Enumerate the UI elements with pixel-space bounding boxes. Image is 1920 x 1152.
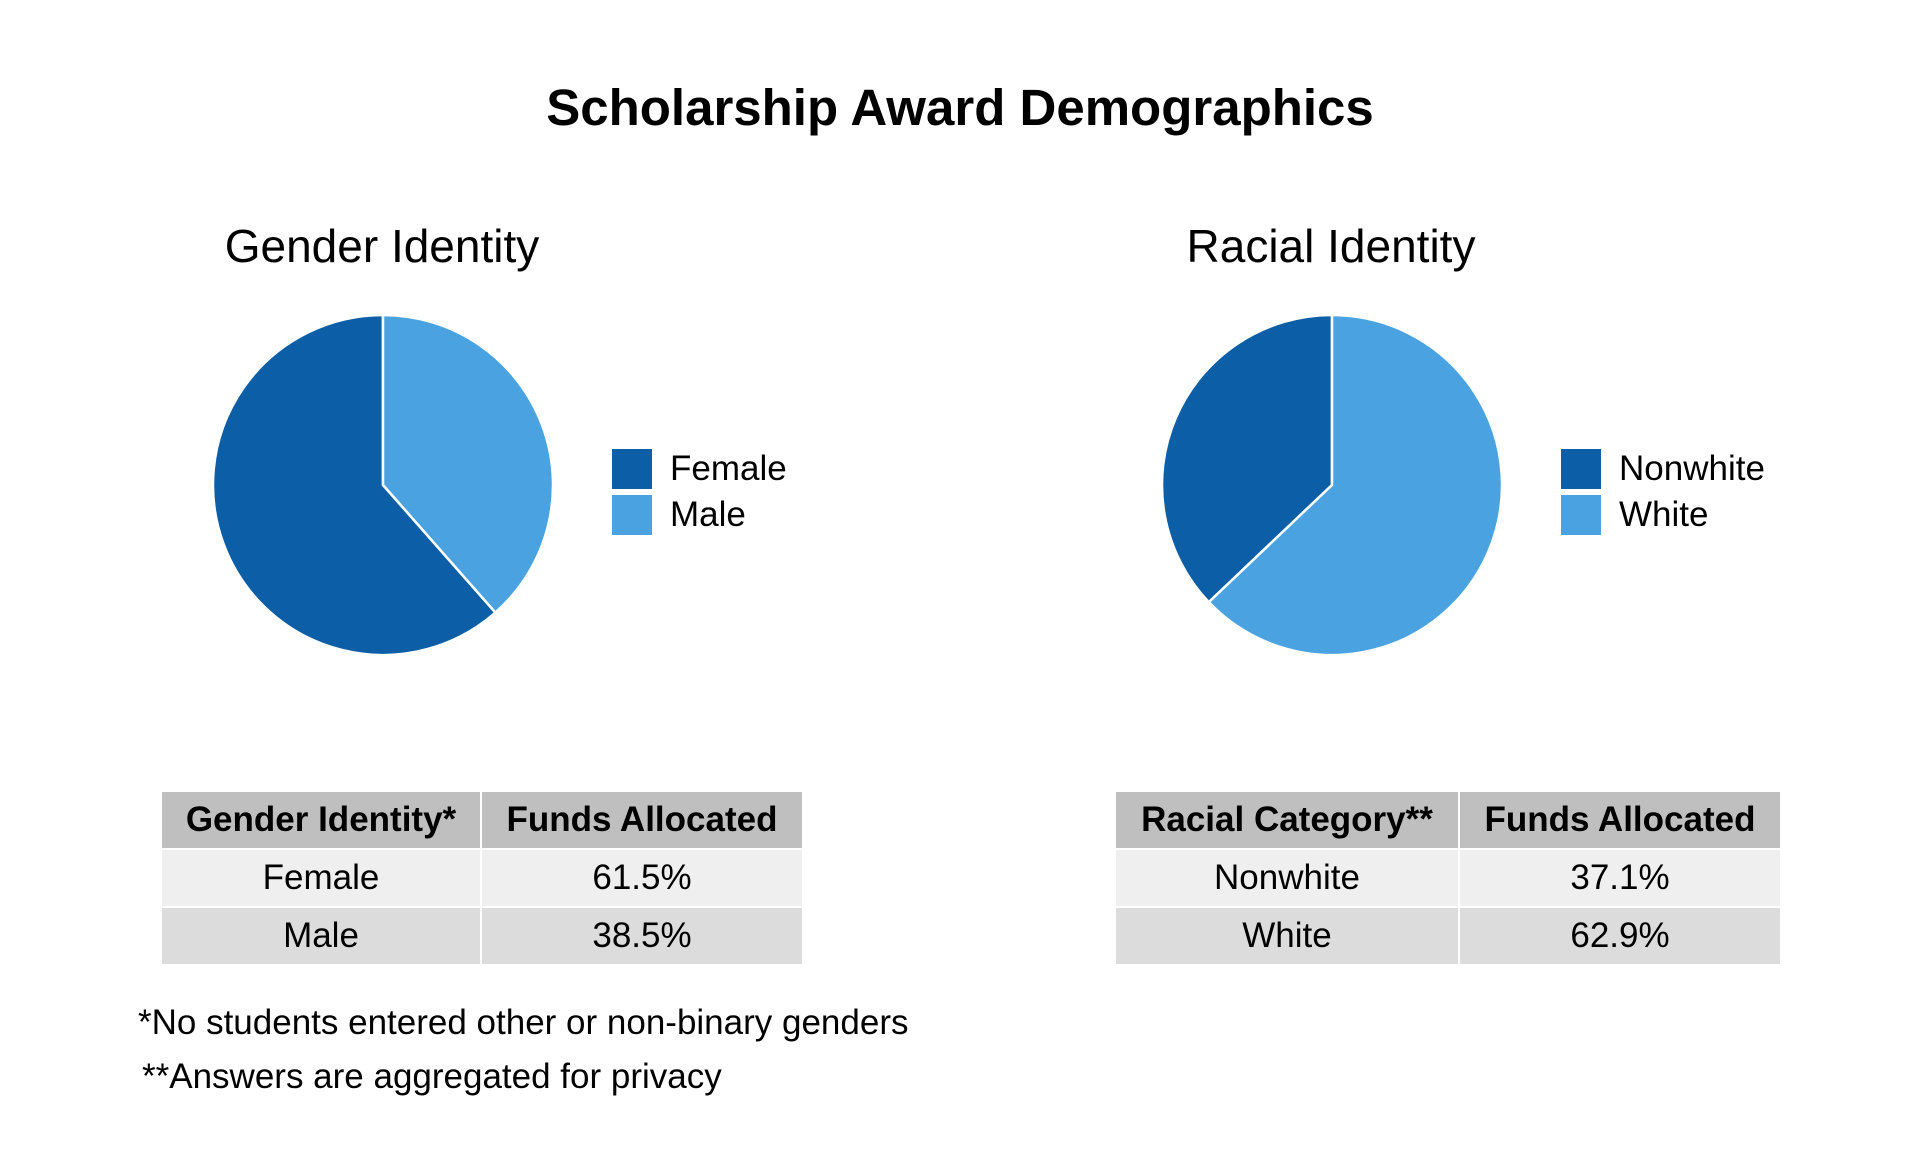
legend-swatch-white — [1561, 495, 1601, 535]
table-header-row: Racial Category** Funds Allocated — [1114, 790, 1782, 850]
pie-slice-female — [211, 313, 497, 657]
table-cell: Nonwhite — [1114, 848, 1460, 908]
legend-item-female: Female — [612, 446, 787, 492]
gender-chart-title: Gender Identity — [224, 220, 540, 272]
table-cell: 62.9% — [1458, 906, 1782, 966]
pie-slice-white — [1207, 313, 1504, 657]
race-pie-chart — [1160, 313, 1504, 657]
table-cell: Female — [160, 848, 482, 908]
table-row: Nonwhite 37.1% — [1114, 848, 1782, 908]
table-header-cell: Gender Identity* — [160, 790, 482, 850]
legend-swatch-nonwhite — [1561, 449, 1601, 489]
gender-funds-table: Gender Identity* Funds Allocated Female … — [160, 790, 804, 966]
table-header-cell: Funds Allocated — [1458, 790, 1782, 850]
table-cell: Male — [160, 906, 482, 966]
legend-item-white: White — [1561, 492, 1765, 538]
table-row: White 62.9% — [1114, 906, 1782, 966]
legend-label-male: Male — [670, 495, 746, 534]
legend-item-male: Male — [612, 492, 787, 538]
footnote-gender: *No students entered other or non-binary… — [138, 1003, 909, 1042]
race-legend: Nonwhite White — [1561, 446, 1765, 538]
table-header-row: Gender Identity* Funds Allocated — [160, 790, 804, 850]
legend-label-female: Female — [670, 449, 787, 488]
table-row: Male 38.5% — [160, 906, 804, 966]
table-cell: 38.5% — [480, 906, 804, 966]
race-chart-title: Racial Identity — [1186, 220, 1476, 272]
legend-label-nonwhite: Nonwhite — [1619, 449, 1765, 488]
legend-swatch-male — [612, 495, 652, 535]
table-header-cell: Funds Allocated — [480, 790, 804, 850]
table-cell: 37.1% — [1458, 848, 1782, 908]
legend-label-white: White — [1619, 495, 1709, 534]
table-cell: White — [1114, 906, 1460, 966]
table-row: Female 61.5% — [160, 848, 804, 908]
table-cell: 61.5% — [480, 848, 804, 908]
table-header-cell: Racial Category** — [1114, 790, 1460, 850]
page-title: Scholarship Award Demographics — [546, 79, 1374, 136]
race-funds-table: Racial Category** Funds Allocated Nonwhi… — [1114, 790, 1782, 966]
pie-slice-male — [381, 313, 555, 614]
gender-legend: Female Male — [612, 446, 787, 538]
pie-slice-nonwhite — [1160, 313, 1334, 604]
legend-swatch-female — [612, 449, 652, 489]
legend-item-nonwhite: Nonwhite — [1561, 446, 1765, 492]
footnote-race: **Answers are aggregated for privacy — [142, 1057, 722, 1096]
gender-pie-chart — [211, 313, 555, 657]
